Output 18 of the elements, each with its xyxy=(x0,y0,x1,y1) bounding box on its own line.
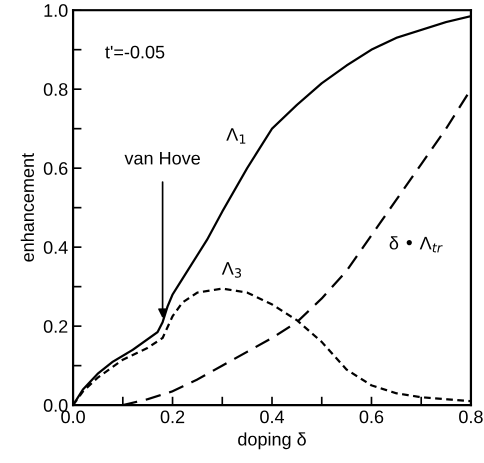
x-tick-label: 0.4 xyxy=(260,410,284,424)
annotation: van Hove xyxy=(124,152,200,165)
x-tick-label: 0.0 xyxy=(61,410,85,424)
series-label: Λ$_{1}$ xyxy=(226,128,246,144)
y-tick-label: 0.4 xyxy=(44,241,68,254)
x-axis-title: doping δ xyxy=(238,432,306,450)
x-tick-label: 0.2 xyxy=(160,410,184,424)
x-tick-label: 0.6 xyxy=(360,410,384,424)
y-tick-label: 1.0 xyxy=(44,4,68,17)
x-tick-label: 0.8 xyxy=(459,410,483,424)
y-tick-label: 0.6 xyxy=(44,162,68,175)
annotation: t'=-0.05 xyxy=(105,46,164,58)
y-tick-label: 0.2 xyxy=(44,320,68,333)
series-label: Λ$_{3}$ xyxy=(222,262,242,278)
series-label: δ • Λ$_{tr}$ xyxy=(390,236,443,252)
y-tick-label: 0.8 xyxy=(44,83,68,96)
y-tick-label: 0.0 xyxy=(44,399,68,412)
y-axis-title: enhancement xyxy=(20,153,34,262)
